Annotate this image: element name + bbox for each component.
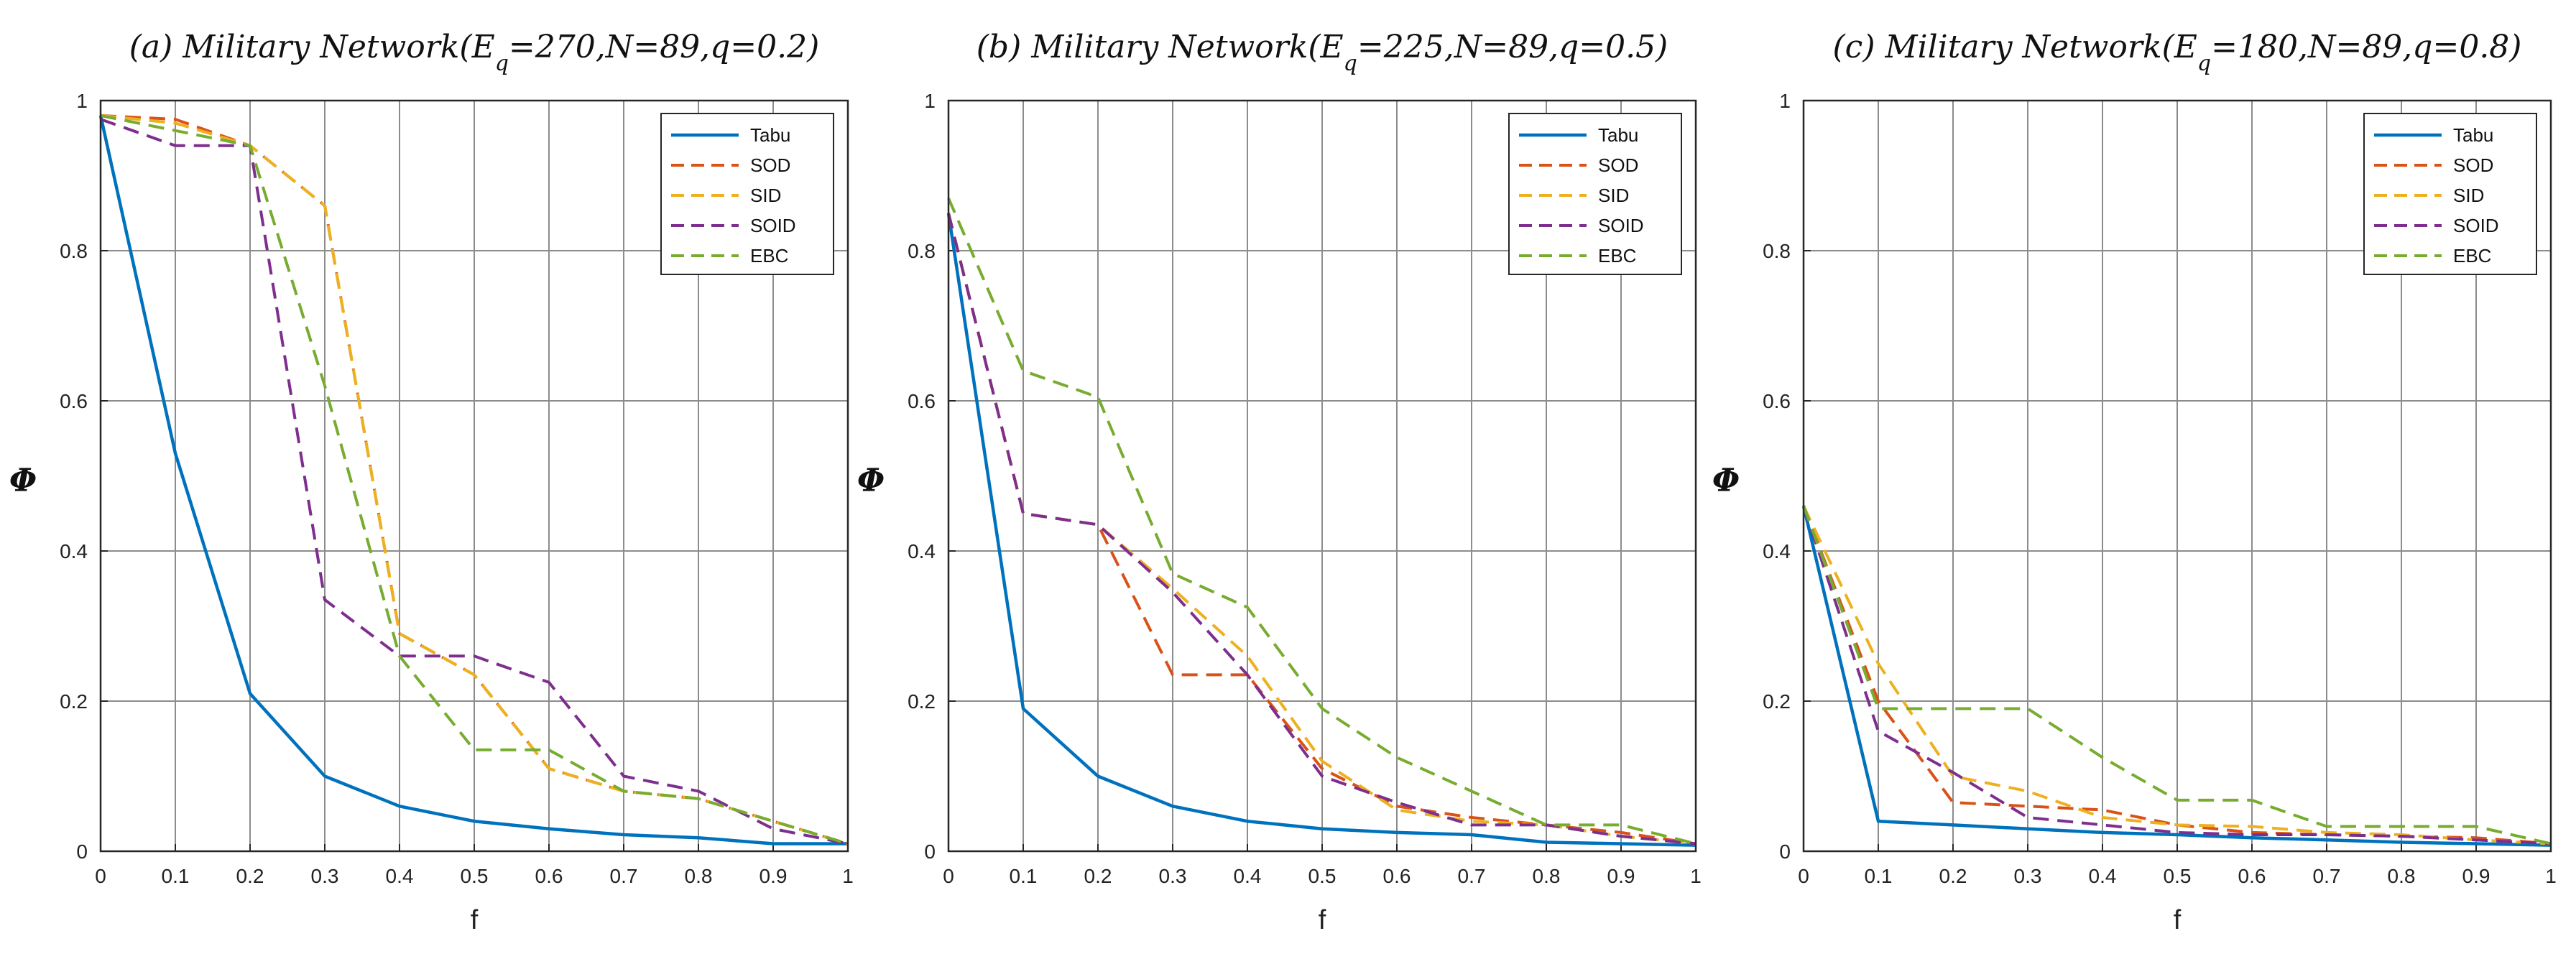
x-tick-label: 0.7 xyxy=(2313,865,2341,887)
legend: Tabu SOD SID SOID EBC xyxy=(2363,113,2537,275)
legend-label-soid: SOID xyxy=(750,215,796,236)
axes-box xyxy=(947,99,1697,853)
x-tick-label: 0.9 xyxy=(1607,865,1635,887)
y-tick-label: 0 xyxy=(924,840,936,863)
legend-label-tabu: Tabu xyxy=(750,124,790,146)
y-tick-label: 0.4 xyxy=(60,540,88,562)
legend: Tabu SOD SID SOID EBC xyxy=(660,113,834,275)
x-tick-label: 0.9 xyxy=(2462,865,2490,887)
x-tick-label: 0.8 xyxy=(685,865,713,887)
y-tick-label: 0.4 xyxy=(908,540,936,562)
x-tick-label: 0.6 xyxy=(1383,865,1411,887)
x-tick-label: 0.5 xyxy=(2164,865,2192,887)
y-axis-label: Φ xyxy=(857,462,885,499)
series-line-tabu xyxy=(98,115,848,846)
chart-title: (a) Military Network(Eq=270,N=89,q=0.2) xyxy=(129,29,820,76)
legend-label-ebc: EBC xyxy=(750,245,788,267)
series-line-soid xyxy=(1802,505,2552,846)
y-tick-label: 0.6 xyxy=(908,390,936,412)
legend-label-tabu: Tabu xyxy=(1598,124,1638,146)
legend: Tabu SOD SID SOID EBC xyxy=(1508,113,1682,275)
chart-title: (c) Military Network(Eq=180,N=89,q=0.8) xyxy=(1833,29,2522,76)
x-tick-label: 0.4 xyxy=(1234,865,1262,887)
y-tick-label: 0.8 xyxy=(60,240,88,262)
series-line-tabu xyxy=(946,213,1696,847)
legend-label-soid: SOID xyxy=(2453,215,2499,236)
x-tick-label: 0.2 xyxy=(1084,865,1112,887)
x-tick-label: 0.2 xyxy=(1939,865,1967,887)
x-tick-label: 0.2 xyxy=(236,865,264,887)
series-line-soid xyxy=(100,118,849,846)
x-tick-label: 0.7 xyxy=(1458,865,1486,887)
legend-label-soid: SOID xyxy=(1598,215,1644,236)
series-line-tabu xyxy=(1801,505,2552,847)
y-axis-label: Φ xyxy=(9,462,37,499)
x-tick-label: 0.1 xyxy=(162,865,190,887)
x-tick-label: 0.5 xyxy=(1308,865,1337,887)
legend-label-sid: SID xyxy=(1598,185,1629,206)
axes-box xyxy=(1802,99,2552,853)
legend-label-sid: SID xyxy=(750,185,781,206)
y-tick-label: 0.6 xyxy=(1763,390,1791,412)
x-tick-label: 0.7 xyxy=(610,865,638,887)
x-tick-label: 0 xyxy=(1798,865,1809,887)
panel-a: 0 0.1 0.2 0.3 0.4 0.5 0.6 0.7 0.8 0.9 1 0 0.2 0.4 0.6 0… xyxy=(9,29,854,935)
chart-title: (b) Military Network(Eq=225,N=89,q=0.5) xyxy=(977,29,1668,76)
x-tick-label: 0.3 xyxy=(1159,865,1187,887)
x-axis-label: f xyxy=(2174,905,2182,935)
legend-label-sod: SOD xyxy=(750,154,790,176)
x-tick-label: 0.6 xyxy=(535,865,563,887)
x-tick-label: 0.8 xyxy=(1533,865,1561,887)
x-tick-label: 0.5 xyxy=(461,865,489,887)
y-tick-label: 0 xyxy=(1779,840,1791,863)
x-tick-label: 0.4 xyxy=(2089,865,2117,887)
legend-label-ebc: EBC xyxy=(2453,245,2491,267)
y-tick-label: 1 xyxy=(76,90,88,112)
x-tick-label: 0.3 xyxy=(2014,865,2042,887)
x-tick-label: 0.1 xyxy=(1010,865,1038,887)
x-tick-label: 1 xyxy=(1690,865,1702,887)
x-tick-label: 0.9 xyxy=(760,865,788,887)
y-tick-label: 1 xyxy=(924,90,936,112)
y-tick-label: 0 xyxy=(76,840,88,863)
legend-box xyxy=(1508,113,1682,275)
x-tick-label: 0.1 xyxy=(1865,865,1893,887)
axes-box xyxy=(99,99,849,853)
series-line-ebc xyxy=(100,113,849,846)
y-axis-label: Φ xyxy=(1712,462,1740,499)
legend-box xyxy=(2363,113,2537,275)
y-tick-label: 0.2 xyxy=(908,690,936,713)
panel-b: 0 0.1 0.2 0.3 0.4 0.5 0.6 0.7 0.8 0.9 1 0 0.2 0.4 0.6 0… xyxy=(857,29,1702,935)
x-tick-label: 0.6 xyxy=(2238,865,2266,887)
x-axis-label: f xyxy=(471,905,479,935)
y-tick-label: 0.6 xyxy=(60,390,88,412)
legend-box xyxy=(660,113,834,275)
x-axis-label: f xyxy=(1319,905,1326,935)
x-tick-label: 0.8 xyxy=(2388,865,2416,887)
series-line-soid xyxy=(947,213,1696,846)
x-tick-label: 0 xyxy=(943,865,954,887)
x-tick-label: 0 xyxy=(95,865,106,887)
series-line-ebc xyxy=(947,198,1696,846)
x-tick-label: 1 xyxy=(842,865,854,887)
y-tick-label: 0.8 xyxy=(908,240,936,262)
legend-label-ebc: EBC xyxy=(1598,245,1636,267)
y-tick-label: 0.8 xyxy=(1763,240,1791,262)
legend-label-sid: SID xyxy=(2453,185,2484,206)
x-tick-label: 0.3 xyxy=(311,865,339,887)
x-tick-label: 1 xyxy=(2545,865,2557,887)
legend-label-sod: SOD xyxy=(1598,154,1638,176)
y-tick-label: 0.4 xyxy=(1763,540,1791,562)
legend-label-tabu: Tabu xyxy=(2453,124,2493,146)
series-line-sid xyxy=(100,113,849,846)
x-tick-label: 0.4 xyxy=(386,865,414,887)
y-tick-label: 0.2 xyxy=(60,690,88,713)
y-tick-label: 1 xyxy=(1779,90,1791,112)
legend-label-sod: SOD xyxy=(2453,154,2493,176)
panel-c: 0 0.1 0.2 0.3 0.4 0.5 0.6 0.7 0.8 0.9 1 0 0.2 0.4 0.6 0… xyxy=(1712,29,2557,935)
y-tick-label: 0.2 xyxy=(1763,690,1791,713)
series-line-ebc xyxy=(1802,505,2552,846)
